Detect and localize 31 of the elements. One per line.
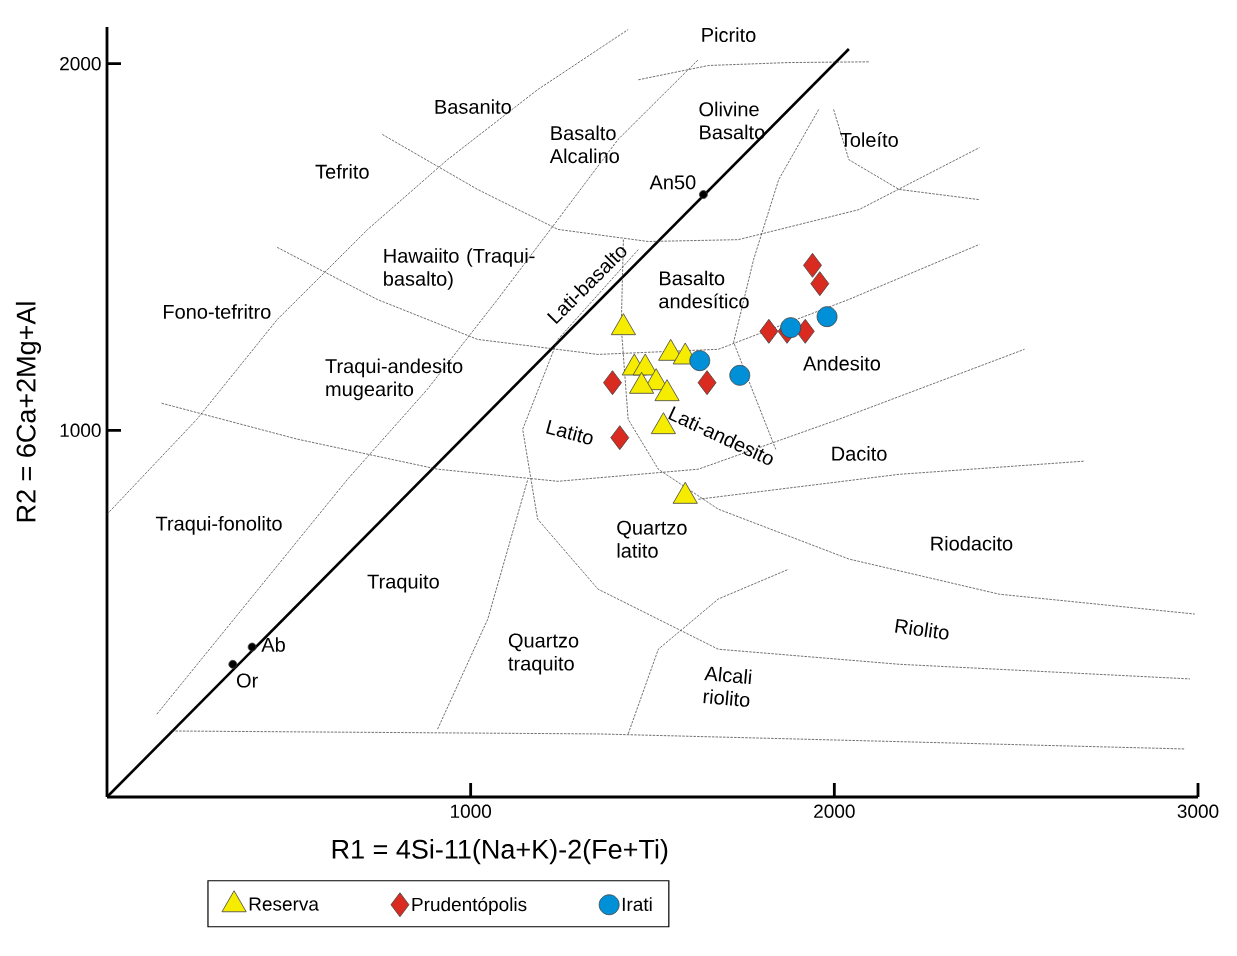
annotation: Traquito (367, 573, 439, 593)
y-axis-title: R2 = 6Ca+2Mg+Al (15, 302, 42, 522)
annotation: Alcali riolito (703, 666, 752, 707)
annotation: Quartzo traquito (508, 633, 579, 675)
annotation: Basalto andesítico (659, 270, 749, 309)
annotation: Tefrito (315, 164, 369, 179)
x-axis-title: R1 = 4Si-11(Na+K)-2(Fe+Ti) (332, 839, 668, 865)
x-tick-label: 3000 (1177, 804, 1219, 818)
annotation: Traqui-fonolito (155, 515, 282, 535)
annotation: Latito (546, 419, 593, 445)
annotation: Quartzo latito (617, 520, 687, 558)
annotation: Riolito (895, 618, 949, 640)
annotation: Basanito (435, 99, 511, 114)
legend-label: Irati (622, 897, 652, 912)
annotation: Or (236, 673, 258, 688)
legend-label: Prudentópolis (412, 897, 527, 915)
annotation: Ab (261, 637, 285, 652)
annotation: An50 (649, 175, 696, 190)
annotation: Riodacito (931, 535, 1013, 551)
x-tick-label: 1000 (450, 804, 492, 818)
annotation: Fono-tefritro (164, 304, 271, 319)
annotation: Picrito (702, 27, 756, 43)
annotation: Hawaiito (Traqui-basalto) (384, 248, 535, 290)
annotation: Toleíto (840, 132, 898, 148)
annotation: Dacito (832, 446, 887, 461)
annotation: Basalto Alcalino (549, 125, 619, 164)
x-tick-label: 2000 (814, 804, 855, 818)
annotation: Traqui-andesito mugearito (325, 358, 463, 401)
annotation: Olivine Basalto (699, 101, 765, 140)
annotation: Andesito (803, 355, 881, 371)
legend-label: Reserva (249, 897, 319, 911)
